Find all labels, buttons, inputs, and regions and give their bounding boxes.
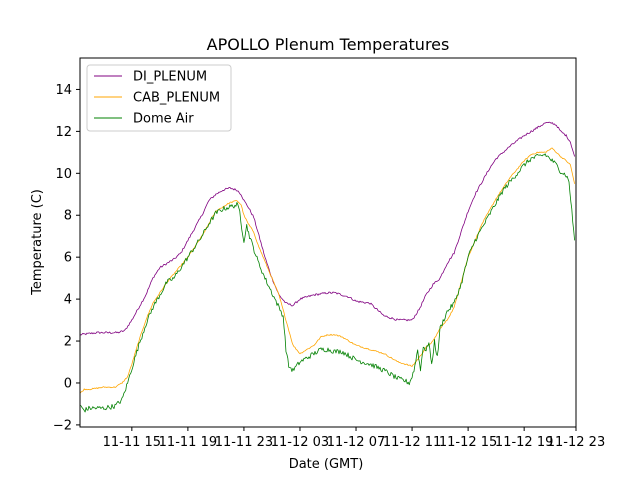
y-tick-label: 2 [64, 335, 72, 350]
x-axis-label: Date (GMT) [289, 457, 364, 472]
x-tick-label: 11-12 07 [327, 435, 385, 450]
series-line-cab-plenum [80, 147, 575, 394]
x-tick-label: 11-12 19 [495, 435, 553, 450]
legend: DI_PLENUM CAB_PLENUM Dome Air [86, 64, 232, 132]
y-tick-label: 8 [64, 209, 72, 224]
y-axis-label: Temperature (C) [30, 189, 45, 296]
y-tick-label: 4 [64, 293, 72, 308]
plot-frame [79, 57, 577, 428]
x-tick-label: 11-12 03 [271, 435, 329, 450]
legend-label: DI_PLENUM [133, 70, 207, 85]
x-tick-label: 11-11 23 [215, 435, 273, 450]
series-layer [80, 121, 575, 413]
legend-box [86, 64, 232, 132]
legend-label: Dome Air [133, 112, 194, 127]
legend-label: CAB_PLENUM [133, 91, 220, 106]
x-tick-label: 11-12 23 [547, 435, 605, 450]
x-tick-label: 11-12 11 [383, 435, 441, 450]
y-axis-ticks: −2 0 2 4 6 8 10 12 14 [53, 83, 80, 433]
y-tick-label: 12 [55, 125, 72, 140]
series-line-dome-air [80, 153, 575, 413]
y-tick-label: 6 [64, 251, 72, 266]
x-tick-label: 11-11 15 [103, 435, 161, 450]
x-tick-label: 11-12 15 [439, 435, 497, 450]
chart-title: APOLLO Plenum Temperatures [207, 35, 450, 54]
y-tick-label: 0 [64, 376, 72, 391]
x-tick-label: 11-11 19 [159, 435, 217, 450]
y-tick-label: 10 [55, 167, 72, 182]
y-tick-label: −2 [53, 418, 72, 433]
series-line-di-plenum [80, 121, 575, 336]
y-tick-label: 14 [55, 83, 72, 98]
